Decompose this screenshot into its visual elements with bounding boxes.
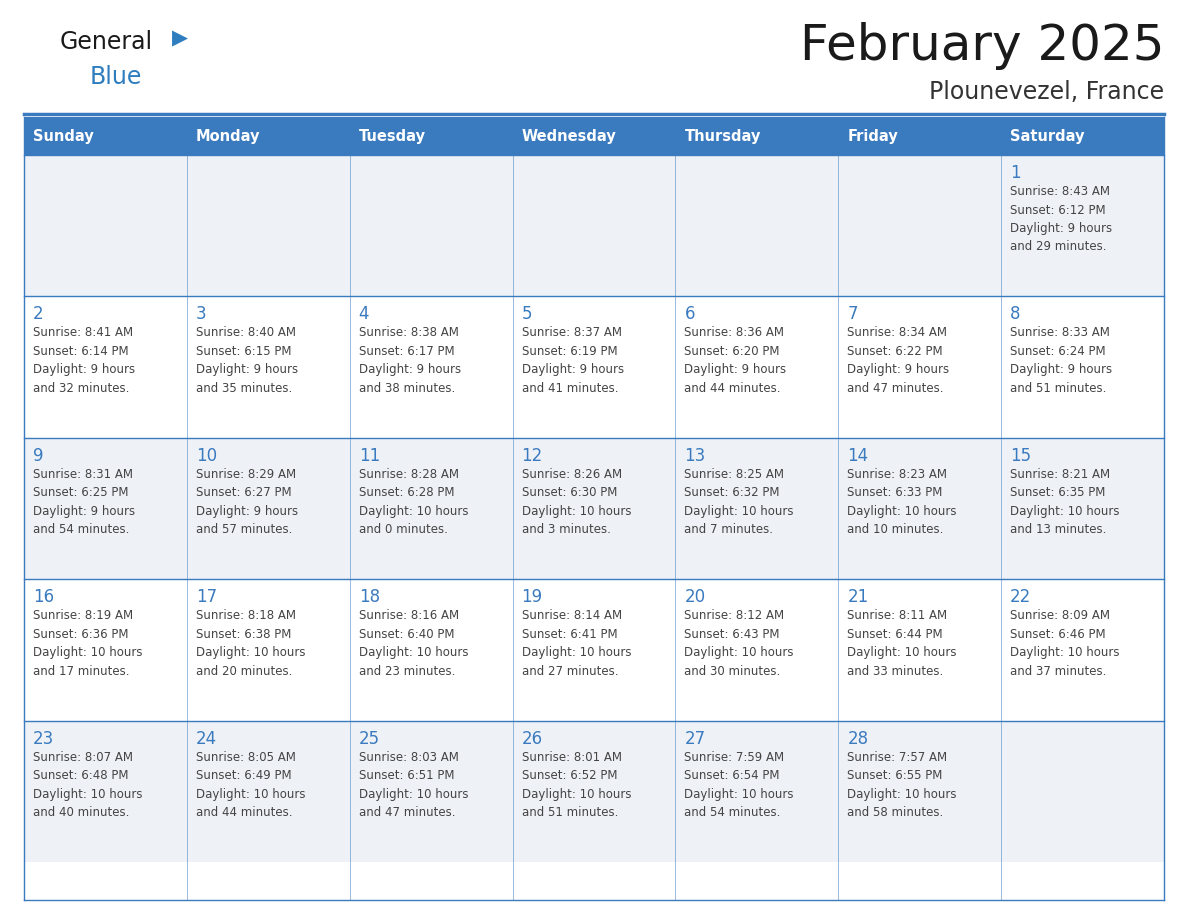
Text: 3: 3 — [196, 306, 207, 323]
Text: 28: 28 — [847, 730, 868, 747]
Text: Sunrise: 8:23 AM
Sunset: 6:33 PM
Daylight: 10 hours
and 10 minutes.: Sunrise: 8:23 AM Sunset: 6:33 PM Dayligh… — [847, 468, 956, 536]
Text: 12: 12 — [522, 447, 543, 465]
Text: Sunrise: 8:33 AM
Sunset: 6:24 PM
Daylight: 9 hours
and 51 minutes.: Sunrise: 8:33 AM Sunset: 6:24 PM Dayligh… — [1010, 327, 1112, 395]
Text: 16: 16 — [33, 588, 55, 606]
Text: 20: 20 — [684, 588, 706, 606]
Text: 1: 1 — [1010, 164, 1020, 182]
Text: Plounevezel, France: Plounevezel, France — [929, 80, 1164, 104]
Text: Sunrise: 8:19 AM
Sunset: 6:36 PM
Daylight: 10 hours
and 17 minutes.: Sunrise: 8:19 AM Sunset: 6:36 PM Dayligh… — [33, 610, 143, 677]
Bar — [24, 117, 187, 155]
Text: 5: 5 — [522, 306, 532, 323]
Text: Sunrise: 8:16 AM
Sunset: 6:40 PM
Daylight: 10 hours
and 23 minutes.: Sunrise: 8:16 AM Sunset: 6:40 PM Dayligh… — [359, 610, 468, 677]
Bar — [1001, 117, 1164, 155]
Bar — [24, 721, 1164, 862]
Text: Sunrise: 8:21 AM
Sunset: 6:35 PM
Daylight: 10 hours
and 13 minutes.: Sunrise: 8:21 AM Sunset: 6:35 PM Dayligh… — [1010, 468, 1119, 536]
Text: Sunrise: 8:38 AM
Sunset: 6:17 PM
Daylight: 9 hours
and 38 minutes.: Sunrise: 8:38 AM Sunset: 6:17 PM Dayligh… — [359, 327, 461, 395]
Text: Sunrise: 8:43 AM
Sunset: 6:12 PM
Daylight: 9 hours
and 29 minutes.: Sunrise: 8:43 AM Sunset: 6:12 PM Dayligh… — [1010, 185, 1112, 253]
Bar — [24, 579, 1164, 721]
Text: 25: 25 — [359, 730, 380, 747]
Bar — [24, 438, 1164, 579]
Text: 14: 14 — [847, 447, 868, 465]
Text: Sunrise: 8:05 AM
Sunset: 6:49 PM
Daylight: 10 hours
and 44 minutes.: Sunrise: 8:05 AM Sunset: 6:49 PM Dayligh… — [196, 751, 305, 819]
Text: 22: 22 — [1010, 588, 1031, 606]
Text: Sunrise: 7:59 AM
Sunset: 6:54 PM
Daylight: 10 hours
and 54 minutes.: Sunrise: 7:59 AM Sunset: 6:54 PM Dayligh… — [684, 751, 794, 819]
Text: Saturday: Saturday — [1010, 129, 1085, 143]
Text: 9: 9 — [33, 447, 44, 465]
Text: Sunrise: 7:57 AM
Sunset: 6:55 PM
Daylight: 10 hours
and 58 minutes.: Sunrise: 7:57 AM Sunset: 6:55 PM Dayligh… — [847, 751, 956, 819]
Text: 23: 23 — [33, 730, 55, 747]
Text: 6: 6 — [684, 306, 695, 323]
Text: Sunrise: 8:09 AM
Sunset: 6:46 PM
Daylight: 10 hours
and 37 minutes.: Sunrise: 8:09 AM Sunset: 6:46 PM Dayligh… — [1010, 610, 1119, 677]
Text: 26: 26 — [522, 730, 543, 747]
Text: Sunrise: 8:01 AM
Sunset: 6:52 PM
Daylight: 10 hours
and 51 minutes.: Sunrise: 8:01 AM Sunset: 6:52 PM Dayligh… — [522, 751, 631, 819]
Text: 2: 2 — [33, 306, 44, 323]
Text: 7: 7 — [847, 306, 858, 323]
Text: Sunrise: 8:37 AM
Sunset: 6:19 PM
Daylight: 9 hours
and 41 minutes.: Sunrise: 8:37 AM Sunset: 6:19 PM Dayligh… — [522, 327, 624, 395]
Text: Sunrise: 8:34 AM
Sunset: 6:22 PM
Daylight: 9 hours
and 47 minutes.: Sunrise: 8:34 AM Sunset: 6:22 PM Dayligh… — [847, 327, 949, 395]
Text: General: General — [61, 30, 153, 54]
Text: 15: 15 — [1010, 447, 1031, 465]
Text: 19: 19 — [522, 588, 543, 606]
Text: Sunrise: 8:36 AM
Sunset: 6:20 PM
Daylight: 9 hours
and 44 minutes.: Sunrise: 8:36 AM Sunset: 6:20 PM Dayligh… — [684, 327, 786, 395]
Text: Sunrise: 8:28 AM
Sunset: 6:28 PM
Daylight: 10 hours
and 0 minutes.: Sunrise: 8:28 AM Sunset: 6:28 PM Dayligh… — [359, 468, 468, 536]
Text: Sunday: Sunday — [33, 129, 94, 143]
Text: 10: 10 — [196, 447, 217, 465]
Text: Monday: Monday — [196, 129, 260, 143]
Text: Sunrise: 8:18 AM
Sunset: 6:38 PM
Daylight: 10 hours
and 20 minutes.: Sunrise: 8:18 AM Sunset: 6:38 PM Dayligh… — [196, 610, 305, 677]
Text: Sunrise: 8:31 AM
Sunset: 6:25 PM
Daylight: 9 hours
and 54 minutes.: Sunrise: 8:31 AM Sunset: 6:25 PM Dayligh… — [33, 468, 135, 536]
Text: 24: 24 — [196, 730, 217, 747]
Text: Wednesday: Wednesday — [522, 129, 617, 143]
Text: Blue: Blue — [90, 65, 143, 89]
Text: Friday: Friday — [847, 129, 898, 143]
Bar — [512, 117, 676, 155]
Text: Sunrise: 8:25 AM
Sunset: 6:32 PM
Daylight: 10 hours
and 7 minutes.: Sunrise: 8:25 AM Sunset: 6:32 PM Dayligh… — [684, 468, 794, 536]
Bar — [24, 297, 1164, 438]
Text: 18: 18 — [359, 588, 380, 606]
Text: 13: 13 — [684, 447, 706, 465]
Text: 11: 11 — [359, 447, 380, 465]
Text: Tuesday: Tuesday — [359, 129, 425, 143]
Text: Sunrise: 8:12 AM
Sunset: 6:43 PM
Daylight: 10 hours
and 30 minutes.: Sunrise: 8:12 AM Sunset: 6:43 PM Dayligh… — [684, 610, 794, 677]
Text: Sunrise: 8:40 AM
Sunset: 6:15 PM
Daylight: 9 hours
and 35 minutes.: Sunrise: 8:40 AM Sunset: 6:15 PM Dayligh… — [196, 327, 298, 395]
Text: 27: 27 — [684, 730, 706, 747]
Text: Sunrise: 8:14 AM
Sunset: 6:41 PM
Daylight: 10 hours
and 27 minutes.: Sunrise: 8:14 AM Sunset: 6:41 PM Dayligh… — [522, 610, 631, 677]
Text: ▶: ▶ — [172, 28, 188, 48]
Bar — [839, 117, 1001, 155]
Text: Sunrise: 8:41 AM
Sunset: 6:14 PM
Daylight: 9 hours
and 32 minutes.: Sunrise: 8:41 AM Sunset: 6:14 PM Dayligh… — [33, 327, 135, 395]
Text: Sunrise: 8:26 AM
Sunset: 6:30 PM
Daylight: 10 hours
and 3 minutes.: Sunrise: 8:26 AM Sunset: 6:30 PM Dayligh… — [522, 468, 631, 536]
Text: Sunrise: 8:03 AM
Sunset: 6:51 PM
Daylight: 10 hours
and 47 minutes.: Sunrise: 8:03 AM Sunset: 6:51 PM Dayligh… — [359, 751, 468, 819]
Text: Sunrise: 8:11 AM
Sunset: 6:44 PM
Daylight: 10 hours
and 33 minutes.: Sunrise: 8:11 AM Sunset: 6:44 PM Dayligh… — [847, 610, 956, 677]
Text: 17: 17 — [196, 588, 217, 606]
Bar — [187, 117, 349, 155]
Text: 4: 4 — [359, 306, 369, 323]
Text: February 2025: February 2025 — [800, 22, 1164, 70]
Text: Sunrise: 8:07 AM
Sunset: 6:48 PM
Daylight: 10 hours
and 40 minutes.: Sunrise: 8:07 AM Sunset: 6:48 PM Dayligh… — [33, 751, 143, 819]
Text: 21: 21 — [847, 588, 868, 606]
Text: Sunrise: 8:29 AM
Sunset: 6:27 PM
Daylight: 9 hours
and 57 minutes.: Sunrise: 8:29 AM Sunset: 6:27 PM Dayligh… — [196, 468, 298, 536]
Text: 8: 8 — [1010, 306, 1020, 323]
Bar — [676, 117, 839, 155]
Bar — [24, 155, 1164, 297]
Text: Thursday: Thursday — [684, 129, 760, 143]
Bar — [349, 117, 512, 155]
